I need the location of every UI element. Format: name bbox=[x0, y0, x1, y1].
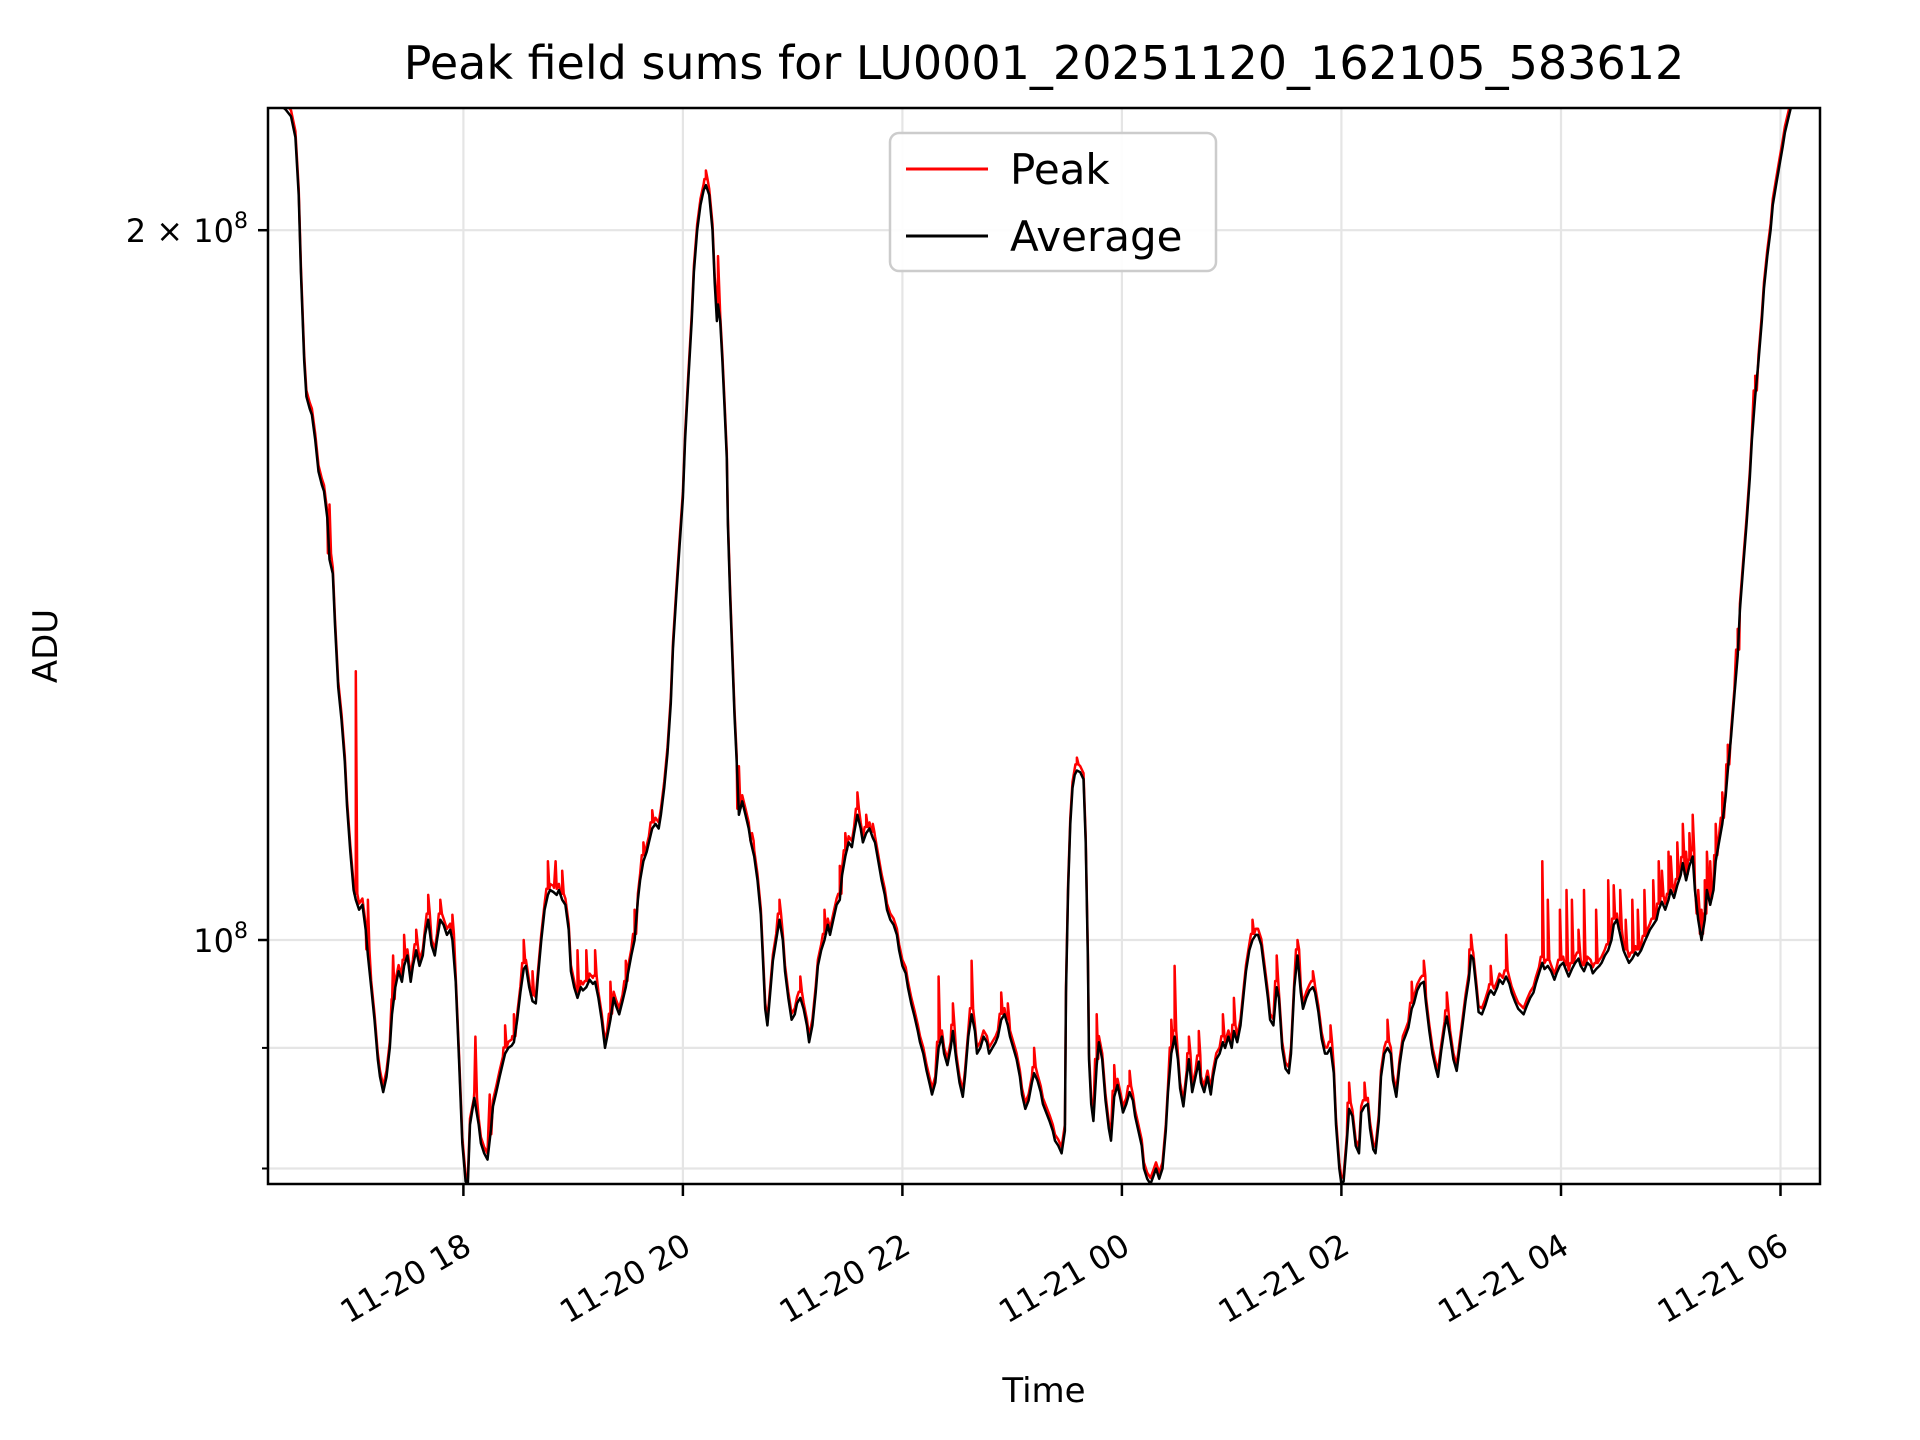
x-tick-label: 11-21 04 bbox=[1431, 1226, 1575, 1331]
axis-tick-marks bbox=[258, 228, 1782, 1196]
x-tick-label: 11-20 18 bbox=[334, 1226, 478, 1331]
y-tick-1e8-base: 10 bbox=[193, 922, 234, 960]
plot-curves bbox=[281, 108, 1793, 1184]
x-axis-label: Time bbox=[1001, 1371, 1085, 1411]
chart-title: Peak field sums for LU0001_20251120_1621… bbox=[404, 36, 1685, 90]
average-line-path bbox=[281, 108, 1793, 1184]
x-tick-label: 11-20 22 bbox=[773, 1226, 917, 1331]
x-tick-label: 11-21 02 bbox=[1212, 1226, 1356, 1331]
y-tick-2e8-base: 2 × 10 bbox=[126, 212, 234, 250]
x-tick-label: 11-20 20 bbox=[553, 1226, 697, 1331]
y-tick-label-1e8: 108 bbox=[193, 919, 248, 960]
y-tick-label-2e8: 2 × 108 bbox=[126, 209, 248, 250]
y-tick-2e8-exponent: 8 bbox=[234, 209, 248, 234]
legend-label-peak: Peak bbox=[1010, 145, 1110, 194]
x-tick-label: 11-21 00 bbox=[992, 1226, 1136, 1331]
y-tick-1e8-exponent: 8 bbox=[234, 919, 248, 944]
y-axis-label: ADU bbox=[26, 609, 66, 683]
x-tick-labels: 11-20 18 11-20 20 11-20 22 11-21 00 11-21 02… bbox=[334, 1226, 1795, 1331]
legend-label-average: Average bbox=[1010, 212, 1182, 261]
legend: Peak Average bbox=[888, 131, 1218, 273]
x-tick-label: 11-21 06 bbox=[1651, 1226, 1795, 1331]
plot-spines bbox=[266, 106, 1822, 1186]
